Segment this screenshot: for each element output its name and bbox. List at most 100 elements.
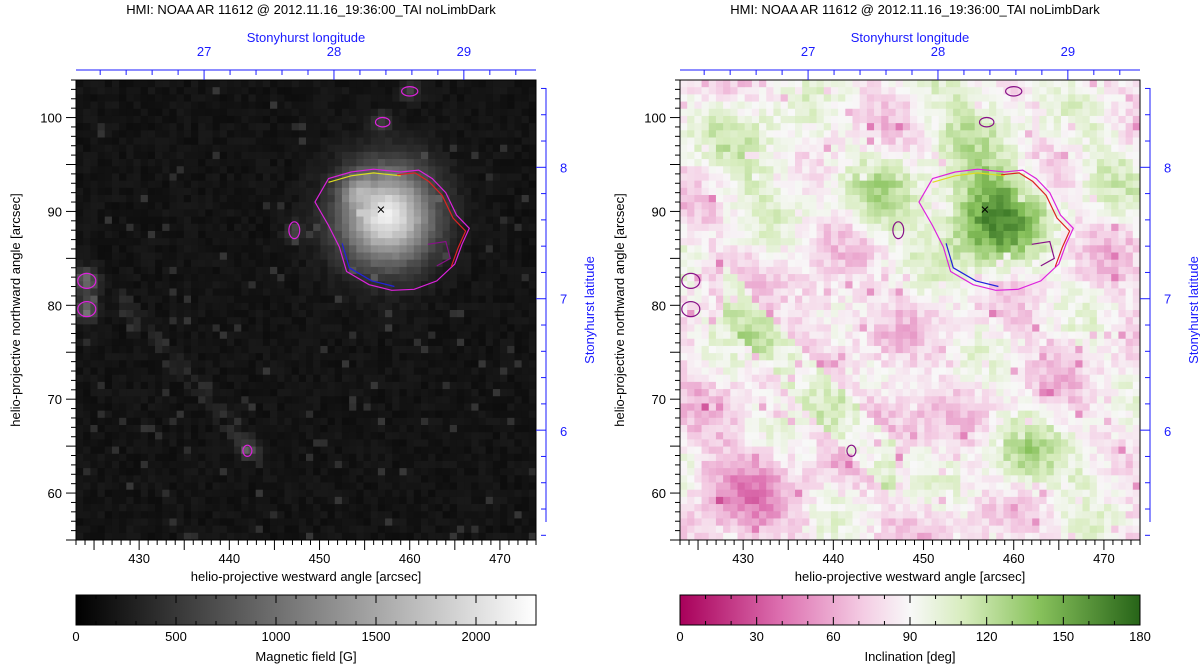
heatmap-cell — [291, 468, 300, 476]
heatmap-cell — [399, 209, 408, 217]
heatmap-cell — [226, 489, 235, 498]
heatmap-cell — [435, 209, 443, 217]
heatmap-cell — [291, 532, 300, 541]
heatmap-cell — [83, 87, 91, 95]
heatmap-cell — [521, 245, 530, 253]
heatmap-cell — [708, 159, 717, 167]
heatmap-cell — [723, 525, 731, 534]
heatmap-cell — [176, 87, 185, 95]
heatmap-cell — [334, 439, 343, 447]
heatmap-cell — [241, 151, 249, 160]
heatmap-cell — [456, 425, 465, 433]
heatmap-cell — [212, 180, 221, 189]
heatmap-cell — [147, 144, 156, 153]
heatmap-cell — [90, 115, 98, 124]
heatmap-cell — [169, 310, 178, 318]
heatmap-cell — [471, 317, 479, 325]
heatmap-cell — [751, 137, 760, 146]
heatmap-cell — [140, 266, 149, 275]
heatmap-cell — [226, 123, 235, 131]
heatmap-cell — [715, 259, 724, 268]
heatmap-cell — [471, 238, 479, 246]
heatmap-cell — [507, 374, 515, 383]
heatmap-cell — [270, 381, 278, 390]
heatmap-cell — [514, 417, 523, 426]
heatmap-cell — [500, 324, 508, 332]
heatmap-cell — [270, 360, 278, 368]
heatmap-cell — [111, 489, 120, 498]
heatmap-cell — [680, 187, 688, 196]
heatmap-cell — [478, 209, 487, 217]
heatmap-cell — [744, 123, 753, 131]
heatmap-cell — [90, 360, 98, 368]
heatmap-cell — [428, 173, 436, 182]
heatmap-cell — [320, 532, 328, 541]
heatmap-cell — [413, 223, 422, 232]
heatmap-cell — [349, 130, 357, 138]
heatmap-cell — [176, 115, 185, 124]
heatmap-cell — [119, 525, 127, 534]
heatmap-cell — [133, 266, 142, 275]
heatmap-cell — [119, 496, 127, 505]
heatmap-cell — [183, 518, 192, 527]
heatmap-cell — [140, 108, 149, 117]
heatmap-cell — [514, 367, 523, 376]
heatmap-cell — [306, 195, 314, 203]
heatmap-cell — [507, 252, 515, 261]
heatmap-cell — [176, 525, 185, 534]
heatmap-cell — [421, 115, 429, 124]
heatmap-cell — [255, 489, 264, 498]
heatmap-cell — [521, 216, 530, 225]
heatmap-cell — [183, 252, 192, 261]
heatmap-cell — [111, 230, 120, 239]
heatmap-cell — [313, 94, 321, 102]
heatmap-cell — [76, 195, 84, 203]
heatmap-cell — [715, 338, 724, 347]
heatmap-cell — [744, 489, 753, 498]
heatmap-cell — [104, 345, 113, 354]
heatmap-cell — [306, 130, 314, 138]
heatmap-cell — [356, 137, 364, 146]
heatmap-cell — [270, 123, 278, 131]
heatmap-cell — [234, 295, 242, 304]
heatmap-cell — [349, 266, 357, 275]
heatmap-cell — [241, 173, 249, 182]
heatmap-cell — [306, 80, 314, 88]
heatmap-cell — [126, 216, 134, 225]
heatmap-cell — [226, 396, 235, 404]
heatmap-cell — [176, 252, 185, 261]
heatmap-cell — [435, 389, 443, 397]
heatmap-cell — [183, 108, 192, 117]
heatmap-cell — [464, 403, 472, 412]
heatmap-cell — [212, 432, 221, 440]
heatmap-cell — [708, 173, 717, 182]
heatmap-cell — [687, 310, 695, 318]
heatmap-cell — [327, 288, 336, 297]
heatmap-cell — [270, 137, 278, 146]
heatmap-cell — [248, 317, 257, 325]
heatmap-cell — [680, 417, 688, 426]
heatmap-cell — [730, 259, 738, 268]
heatmap-cell — [191, 417, 199, 426]
heatmap-cell — [133, 417, 142, 426]
heatmap-cell — [298, 511, 307, 519]
heatmap-cell — [291, 425, 300, 433]
heatmap-cell — [715, 223, 724, 232]
heatmap-cell — [377, 439, 386, 447]
heatmap-cell — [284, 252, 293, 261]
heatmap-cell — [241, 525, 249, 534]
heatmap-cell — [701, 446, 710, 455]
heatmap-cell — [363, 266, 372, 275]
heatmap-cell — [241, 245, 249, 253]
heatmap-cell — [377, 525, 386, 534]
heatmap-cell — [694, 381, 702, 390]
heatmap-cell — [363, 159, 372, 167]
heatmap-cell — [377, 295, 386, 304]
heatmap-cell — [270, 288, 278, 297]
heatmap-cell — [219, 252, 228, 261]
heatmap-cell — [680, 288, 688, 297]
heatmap-cell — [356, 288, 364, 297]
heatmap-cell — [485, 432, 494, 440]
heatmap-cell — [313, 345, 321, 354]
heatmap-cell — [737, 504, 746, 512]
